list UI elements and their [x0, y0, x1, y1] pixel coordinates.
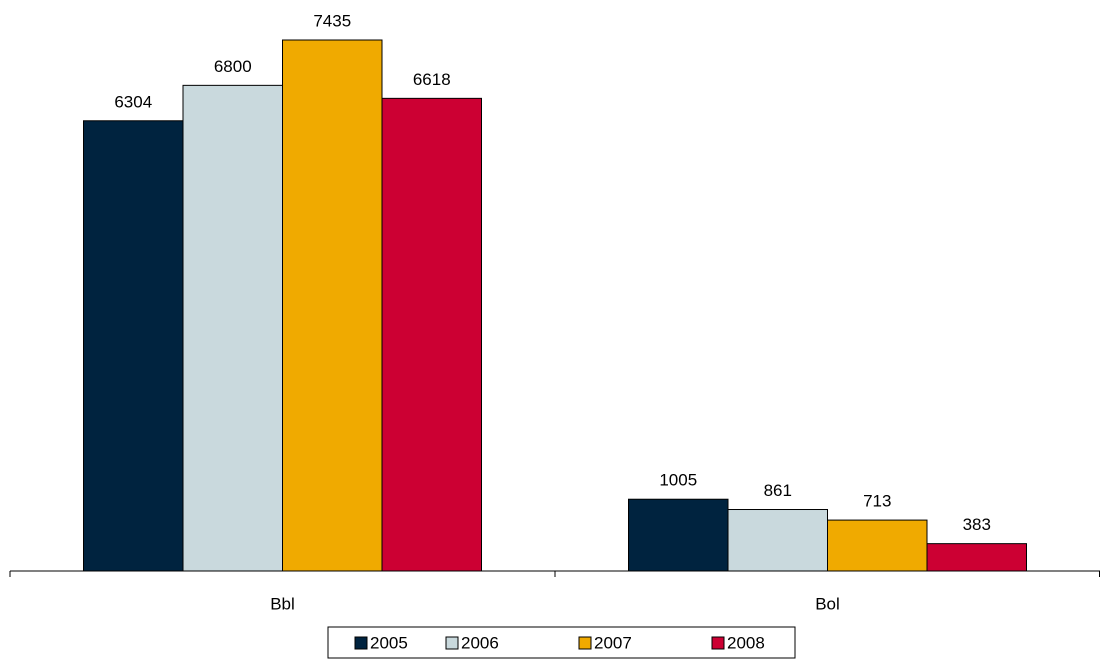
legend-swatch	[354, 636, 368, 650]
data-label: 6800	[214, 57, 252, 76]
legend-swatch	[445, 636, 459, 650]
bar	[182, 84, 283, 572]
data-label: 1005	[659, 471, 697, 490]
legend-label: 2006	[461, 633, 499, 652]
bar	[83, 120, 184, 572]
bar	[727, 509, 828, 572]
legend-swatch	[578, 636, 592, 650]
legend-label: 2005	[370, 633, 408, 652]
bar	[926, 543, 1027, 572]
x-tick-label: Bbl	[270, 594, 295, 613]
bar	[628, 498, 729, 572]
bar	[282, 39, 383, 572]
bar	[827, 519, 928, 572]
data-label: 861	[764, 481, 792, 500]
legend-label: 2008	[727, 633, 765, 652]
data-label: 6304	[114, 92, 152, 111]
data-label: 6618	[413, 70, 451, 89]
legend-label: 2007	[594, 633, 632, 652]
data-label: 7435	[313, 11, 351, 30]
data-label: 383	[963, 515, 991, 534]
legend-swatch	[711, 636, 725, 650]
x-tick-label: Bol	[815, 594, 840, 613]
bar	[381, 97, 482, 572]
data-label: 713	[863, 492, 891, 511]
